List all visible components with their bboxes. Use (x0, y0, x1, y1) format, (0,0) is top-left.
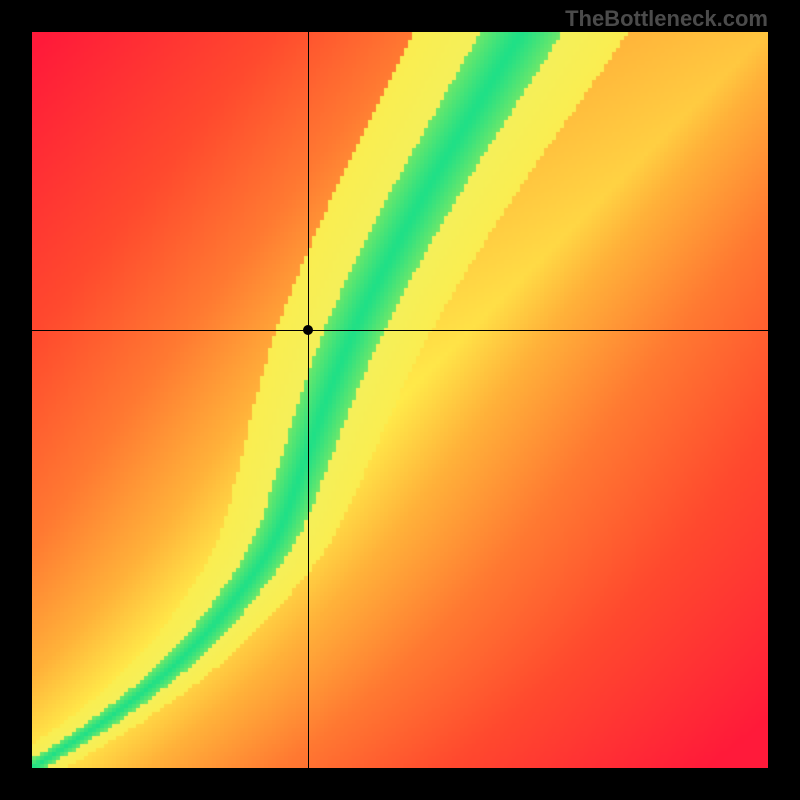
bottleneck-heatmap (32, 32, 768, 768)
crosshair-horizontal-line (32, 330, 768, 331)
attribution-text: TheBottleneck.com (565, 6, 768, 32)
crosshair-vertical-line (308, 32, 309, 768)
